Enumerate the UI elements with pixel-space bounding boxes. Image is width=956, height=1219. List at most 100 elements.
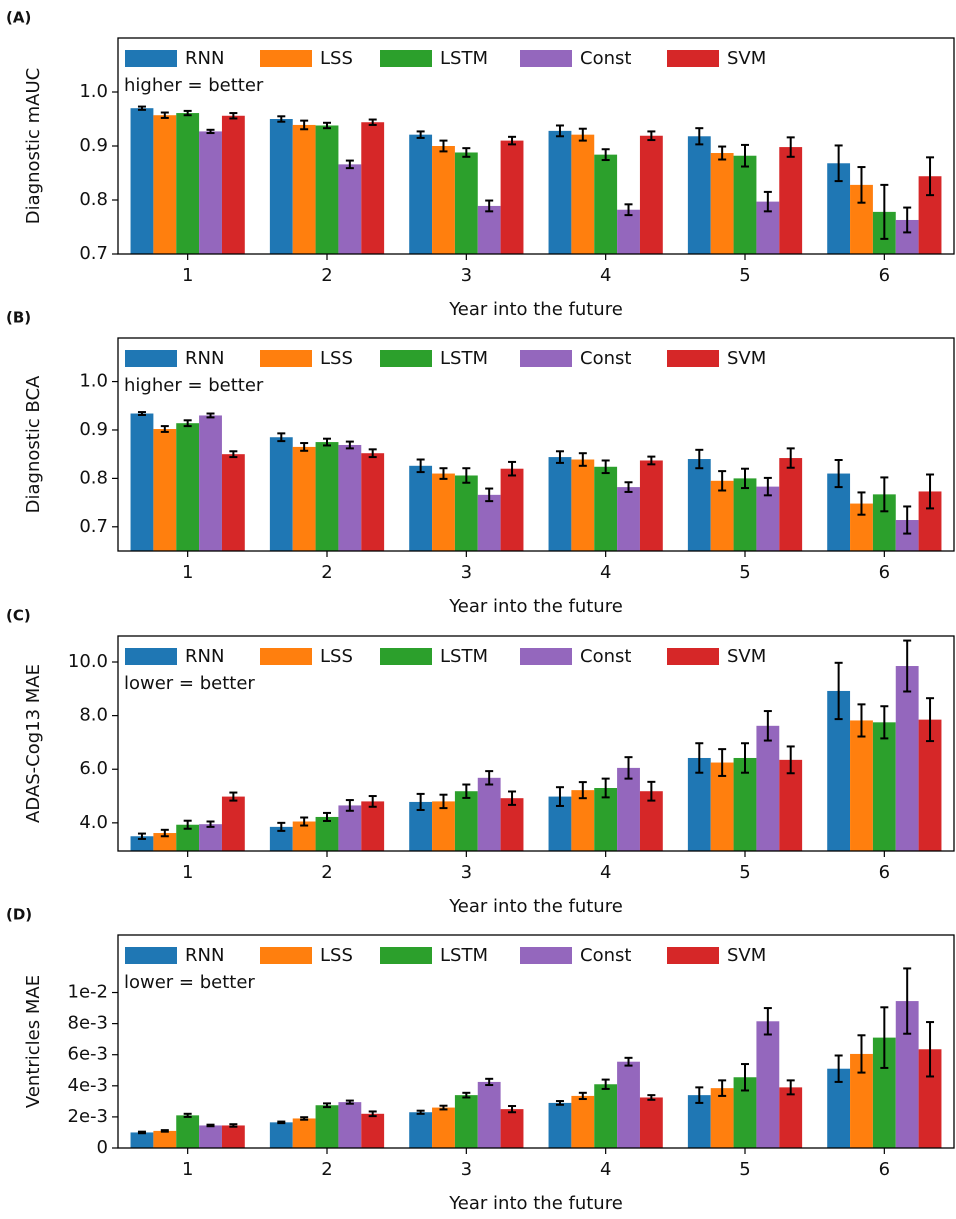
bar [454,152,478,254]
error-bar [578,452,587,467]
bar [315,442,339,551]
legend-swatch [380,648,432,665]
error-bar [323,437,331,447]
bar [710,153,734,254]
error-bar [485,1077,494,1087]
error-bar [857,703,866,738]
bar [315,1105,339,1148]
error-bar [903,967,912,1035]
error-bar [695,448,704,470]
error-bar [183,419,192,428]
error-bar [277,432,286,443]
bar [315,816,339,851]
bar [779,458,803,551]
legend-swatch [125,648,177,665]
error-bar [834,144,843,183]
bar [756,1021,780,1148]
error-bar [647,780,656,802]
error-bar [555,124,564,138]
legend-swatch [260,947,312,964]
legend-label: RNN [185,48,224,69]
error-bar [345,159,354,170]
legend-label: SVM [727,646,766,667]
bar [176,113,200,254]
legend-label: LSTM [440,48,488,69]
error-bar [439,139,448,153]
bar [548,457,572,551]
error-bar [647,455,656,466]
error-bar [416,130,425,139]
legend-swatch [667,50,719,67]
y-axis-label: Diagnostic mAUC [23,68,44,224]
error-bar [462,147,471,158]
error-bar [741,1063,749,1092]
error-bar [880,183,889,240]
x-tick-label: 2 [321,862,332,883]
legend-label: LSTM [440,348,488,369]
error-bar [903,639,912,693]
y-axis-label: Diagnostic BCA [23,375,44,513]
bar [292,1118,316,1148]
bar [153,115,177,254]
y-tick-label: 10.0 [68,651,108,672]
bar [733,155,757,254]
x-tick-label: 3 [461,265,472,286]
error-bar [323,811,331,822]
error-bar [300,442,309,452]
error-bar [555,450,564,464]
bar [221,1125,245,1148]
x-axis-label: Year into the future [448,896,623,917]
bar [432,1107,455,1148]
x-tick-label: 6 [879,265,890,286]
bar [477,205,501,254]
error-bar [368,448,377,459]
error-bar [834,661,843,721]
legend-label: RNN [185,945,224,966]
x-axis-label: Year into the future [448,299,623,320]
error-bar [555,1100,564,1106]
bar [594,1084,618,1148]
bar [918,1049,942,1148]
x-tick-label: 5 [739,862,750,883]
error-bar [229,791,238,802]
bar [548,130,572,254]
bar [409,134,433,254]
bar [733,1077,757,1148]
error-bar [718,470,727,492]
error-bar [508,135,517,146]
error-bar [624,756,633,780]
bar [827,1068,851,1148]
bar [269,826,293,851]
x-tick-label: 1 [182,265,193,286]
x-tick-label: 5 [739,562,750,583]
bar [895,1001,919,1148]
bar [409,1112,433,1148]
y-tick-label: 0.8 [79,467,108,488]
bar [361,1113,385,1148]
bar [292,821,316,851]
bar [639,1097,663,1148]
bar [639,791,663,851]
error-bar [229,112,238,120]
error-bar [160,425,169,433]
legend-swatch [380,947,432,964]
bar [432,801,455,851]
y-tick-label: 6.0 [79,758,108,779]
bar [176,423,200,551]
legend-swatch [260,50,312,67]
error-bar [183,819,192,830]
bar [500,468,524,551]
bar [687,136,711,254]
bar [571,134,595,254]
error-bar [485,770,494,786]
y-tick-label: 0.9 [79,419,108,440]
bar [571,459,595,551]
bar [153,1130,177,1148]
bar [639,135,663,254]
error-bar [183,1112,192,1118]
x-tick-label: 6 [879,1159,890,1180]
error-bar [160,111,169,119]
bar [710,762,734,851]
error-bar [416,792,425,811]
error-bar [277,1120,286,1125]
